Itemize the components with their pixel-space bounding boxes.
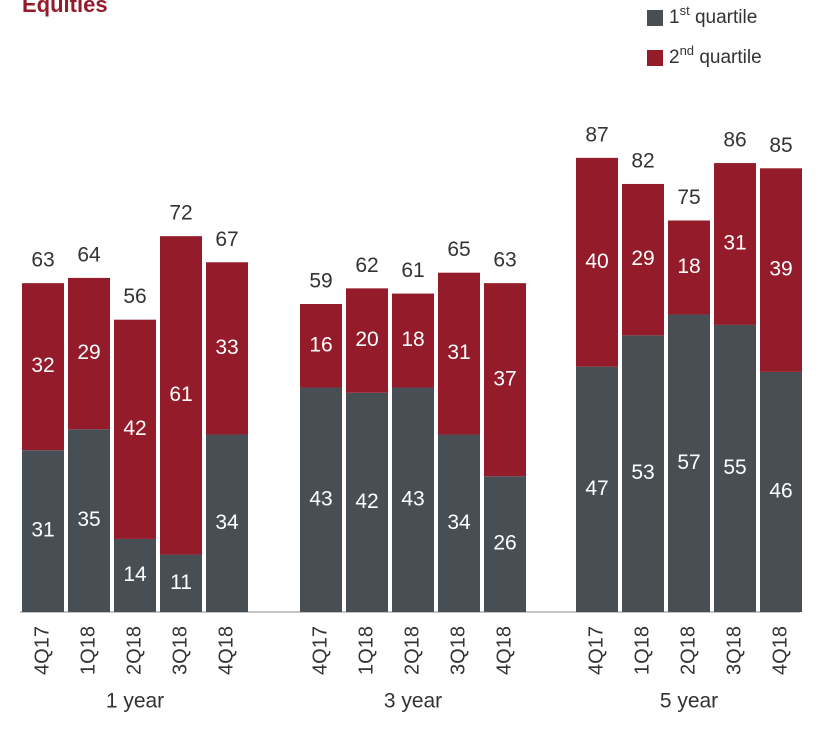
bar-segment [668, 220, 710, 315]
data-label: 34 [447, 511, 471, 534]
bar-segment [760, 371, 802, 612]
data-label: 11 [170, 571, 192, 594]
total-label: 87 [585, 123, 608, 146]
data-label: 20 [355, 328, 378, 351]
data-label: 32 [31, 354, 54, 377]
data-label: 53 [631, 461, 654, 484]
legend-swatch [647, 50, 663, 66]
total-label: 75 [677, 186, 700, 209]
data-label: 14 [123, 563, 147, 586]
bar-segment [114, 538, 156, 612]
total-label: 64 [77, 243, 101, 266]
x-tick-label: 2Q18 [401, 626, 423, 675]
total-label: 72 [169, 202, 192, 225]
data-label: 34 [215, 511, 239, 534]
bar-segment [484, 283, 526, 477]
bar-segment [438, 434, 480, 612]
data-label: 31 [31, 519, 54, 542]
group-label: 5 year [660, 690, 718, 713]
bar-segment [346, 392, 388, 612]
bar-segment [68, 277, 110, 430]
bar-segment [576, 157, 618, 367]
bar-segment [114, 319, 156, 539]
data-label: 16 [309, 333, 332, 356]
data-label: 35 [77, 508, 100, 531]
x-tick-label: 1Q18 [355, 626, 377, 675]
bar-segment [206, 262, 248, 435]
bar-segment [576, 366, 618, 612]
total-label: 65 [447, 238, 470, 261]
x-tick-label: 1Q18 [631, 626, 653, 675]
bar-segment [68, 429, 110, 612]
total-label: 62 [355, 254, 378, 277]
bar-segment [392, 387, 434, 612]
bar-segment [160, 554, 202, 612]
data-label: 43 [401, 487, 424, 510]
data-label: 61 [169, 383, 192, 406]
data-label: 31 [723, 232, 746, 255]
data-label: 46 [769, 479, 792, 502]
bar-segment [668, 314, 710, 612]
total-label: 85 [769, 134, 792, 157]
bar-segment [760, 168, 802, 372]
x-tick-label: 3Q18 [169, 626, 191, 675]
data-label: 29 [77, 341, 100, 364]
x-tick-label: 4Q18 [769, 626, 791, 675]
data-label: 29 [631, 247, 654, 270]
x-tick-label: 4Q17 [309, 626, 331, 675]
bar-segment [714, 324, 756, 612]
total-label: 59 [309, 270, 332, 293]
x-tick-label: 3Q18 [723, 626, 745, 675]
data-label: 42 [355, 490, 378, 513]
bar-segment [392, 293, 434, 388]
data-label: 18 [401, 328, 424, 351]
total-label: 86 [723, 129, 746, 152]
legend-label: 2nd quartile [669, 43, 762, 68]
legend-label: 1st quartile [669, 3, 757, 28]
bar-segment [484, 476, 526, 612]
x-tick-label: 2Q18 [123, 626, 145, 675]
bar-segment [622, 335, 664, 612]
data-label: 43 [309, 487, 332, 510]
bar-segment [438, 272, 480, 435]
data-label: 18 [677, 255, 700, 278]
data-label: 26 [493, 532, 516, 555]
total-label: 56 [123, 285, 146, 308]
x-tick-label: 4Q17 [585, 626, 607, 675]
bar-segment [714, 163, 756, 325]
total-label: 82 [631, 150, 654, 173]
data-label: 57 [677, 451, 700, 474]
bar-segment [22, 450, 64, 612]
data-label: 31 [447, 341, 470, 364]
bar-segment [622, 183, 664, 336]
group-label: 3 year [384, 690, 442, 713]
x-tick-label: 4Q18 [493, 626, 515, 675]
total-label: 63 [31, 249, 54, 272]
group-label: 1 year [106, 690, 164, 713]
data-label: 39 [769, 258, 792, 281]
x-tick-label: 4Q18 [215, 626, 237, 675]
total-label: 67 [215, 228, 238, 251]
data-label: 37 [493, 367, 516, 390]
bar-segment [206, 434, 248, 612]
data-label: 55 [723, 456, 746, 479]
chart-title: Equities [22, 0, 108, 17]
data-label: 33 [215, 336, 238, 359]
bar-segment [22, 283, 64, 451]
bar-segment [346, 288, 388, 393]
x-tick-label: 3Q18 [447, 626, 469, 675]
bar-segment [160, 236, 202, 555]
total-label: 63 [493, 249, 516, 272]
data-label: 40 [585, 250, 608, 273]
bar-segment [300, 387, 342, 612]
data-label: 47 [585, 477, 608, 500]
x-tick-label: 2Q18 [677, 626, 699, 675]
legend-swatch [647, 10, 663, 26]
x-tick-label: 4Q17 [31, 626, 53, 675]
total-label: 61 [401, 259, 424, 282]
bar-segment [300, 304, 342, 388]
data-label: 42 [123, 417, 146, 440]
x-tick-label: 1Q18 [77, 626, 99, 675]
